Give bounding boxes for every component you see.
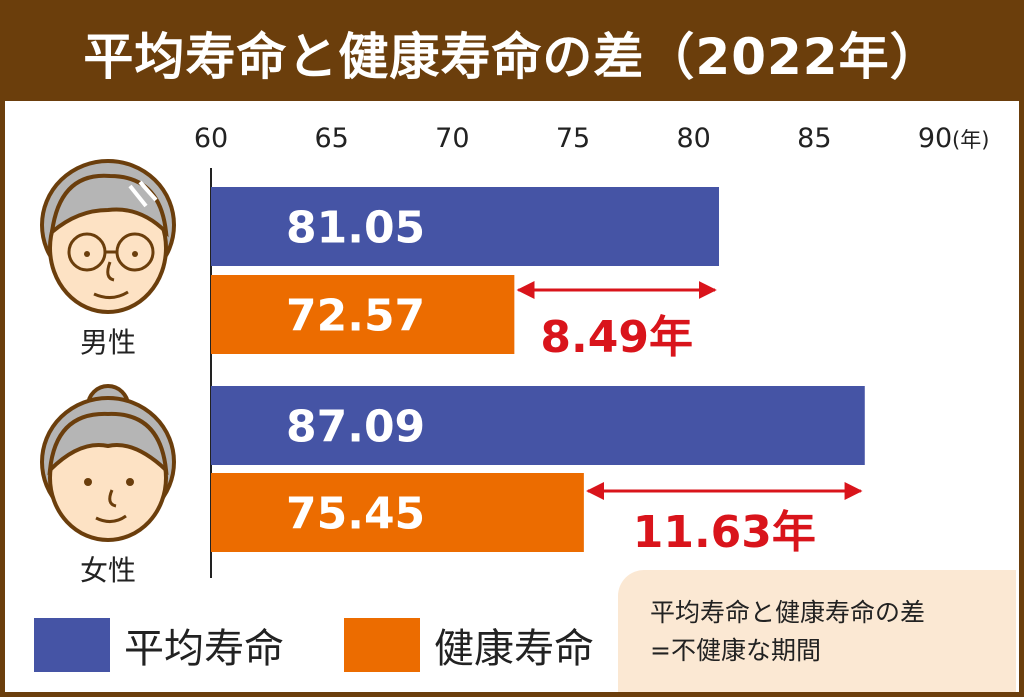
difference-annotations: 8.49年 11.63年 — [516, 281, 863, 558]
x-axis-unit: (年) — [952, 128, 989, 152]
bar-average-female — [211, 386, 865, 465]
legend-label-healthy: 健康寿命 — [434, 626, 594, 672]
difference-label: 11.63年 — [633, 507, 816, 558]
x-tick-label: 85 — [797, 123, 831, 154]
bar-healthy-male — [211, 275, 515, 354]
legend-label-average: 平均寿命 — [124, 626, 284, 672]
note-box: 平均寿命と健康寿命の差 =不健康な期間 — [618, 570, 1016, 692]
x-tick-label: 80 — [676, 123, 710, 154]
x-axis-ticks: 60 65 70 75 80 85 90 — [194, 123, 952, 154]
legend-swatch-average — [34, 618, 110, 672]
bar-value-label: 75.45 — [286, 489, 425, 540]
x-tick-label: 75 — [556, 123, 590, 154]
bar-healthy-female — [211, 473, 584, 552]
note-line-1: 平均寿命と健康寿命の差 — [650, 598, 926, 627]
category-label-female: 女性 — [80, 554, 136, 587]
x-tick-label: 90 — [918, 123, 952, 154]
legend: 平均寿命 健康寿命 — [34, 616, 654, 674]
category-label-male: 男性 — [80, 326, 136, 359]
bar-value-label: 87.09 — [286, 402, 425, 453]
note-line-2: =不健康な期間 — [650, 636, 821, 665]
title-bar: 平均寿命と健康寿命の差（2022年） — [5, 5, 1019, 101]
x-tick-label: 60 — [194, 123, 228, 154]
woman-face-icon — [40, 384, 176, 542]
man-face-icon — [40, 159, 176, 314]
bar-value-label: 72.57 — [286, 291, 425, 342]
x-tick-label: 70 — [435, 123, 469, 154]
bars: 81.05 87.09 72.57 75.45 — [211, 187, 865, 552]
chart-title: 平均寿命と健康寿命の差（2022年） — [83, 28, 941, 86]
bar-average-male — [211, 187, 720, 266]
difference-label: 8.49年 — [540, 312, 693, 363]
legend-swatch-healthy — [344, 618, 420, 672]
x-tick-label: 65 — [314, 123, 348, 154]
bar-value-label: 81.05 — [286, 203, 425, 254]
